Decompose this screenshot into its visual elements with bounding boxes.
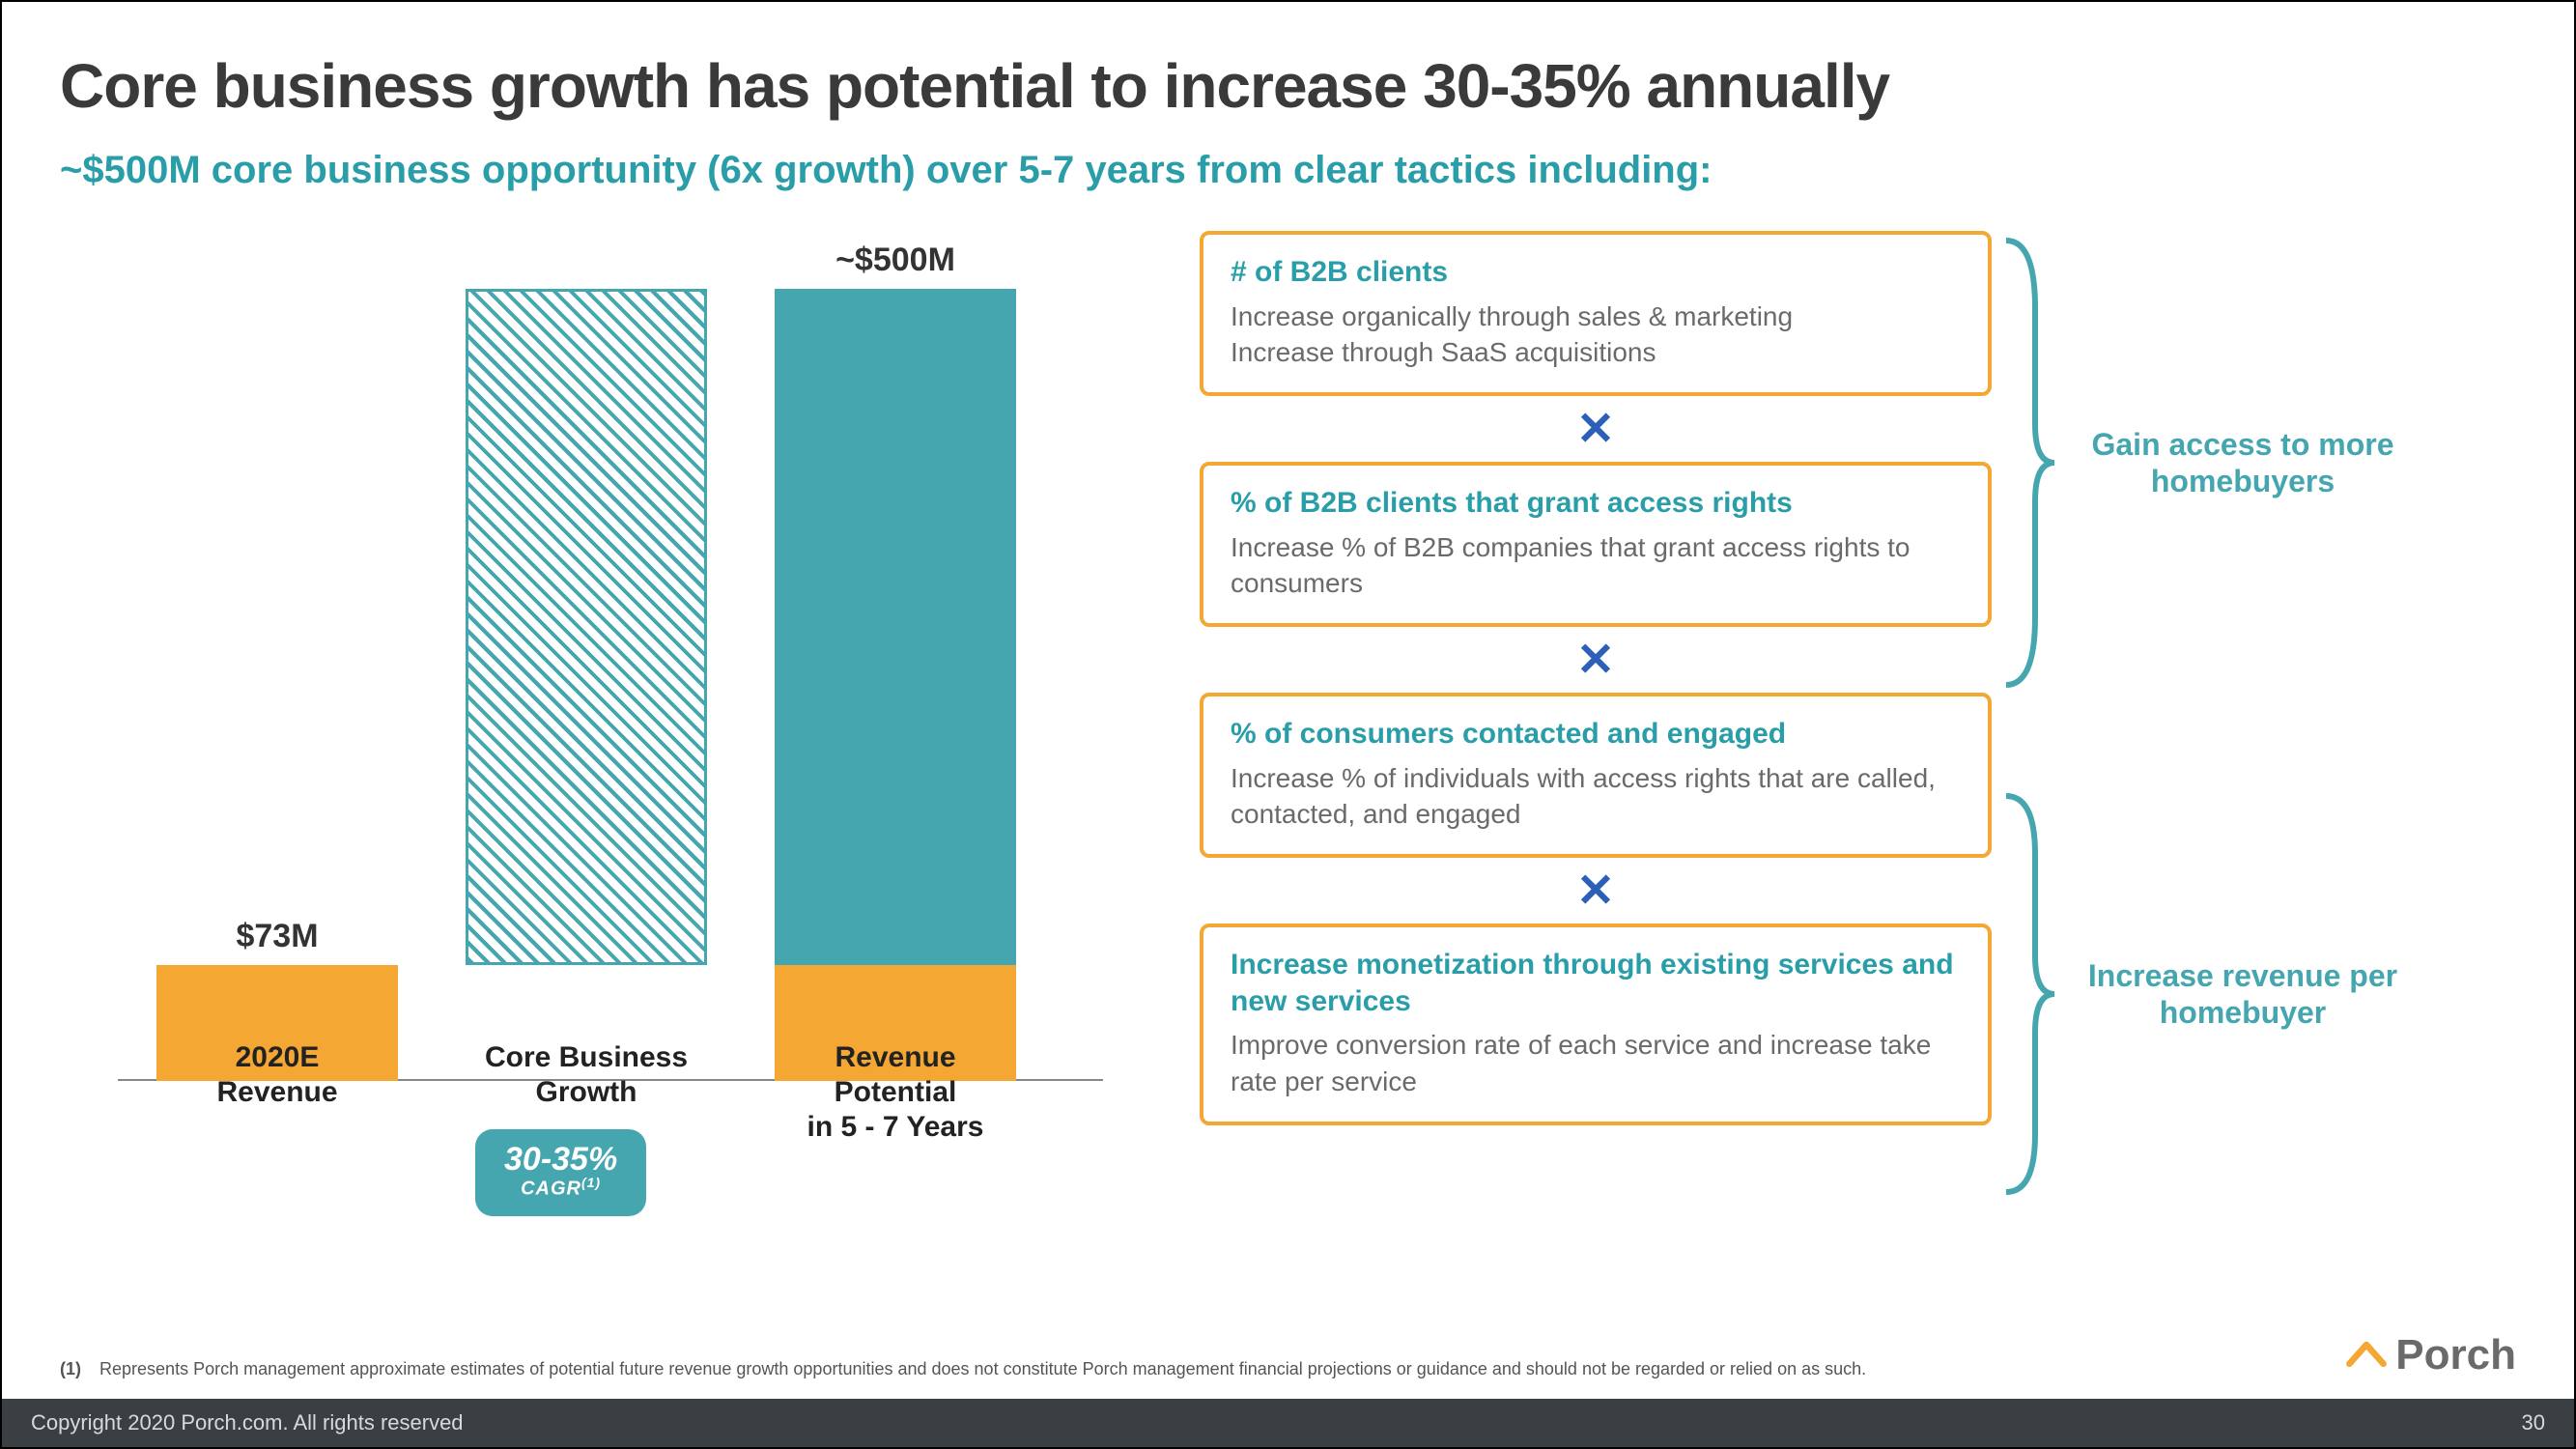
content-row: $73M 2020ERevenue Core BusinessGrowth ~$500… xyxy=(60,231,2516,1255)
bar-segment xyxy=(466,289,707,965)
bar-body xyxy=(466,289,707,965)
tactic-box: % of B2B clients that grant access right… xyxy=(1200,462,1992,627)
bar-growth xyxy=(466,289,707,1081)
bar-potential: ~$500M xyxy=(775,242,1016,1081)
logo-text: Porch xyxy=(2395,1331,2516,1379)
brace-icon xyxy=(2001,786,2059,1202)
tactic-box-title: Increase monetization through existing s… xyxy=(1231,947,1961,1019)
copyright-text: Copyright 2020 Porch.com. All rights res… xyxy=(31,1410,464,1435)
brace-group-top: Gain access to more homebuyers xyxy=(2001,231,2407,695)
tactic-box-title: % of consumers contacted and engaged xyxy=(1231,716,1961,753)
slide: Core business growth has potential to in… xyxy=(2,2,2574,1447)
footnote-text: Represents Porch management approximate … xyxy=(99,1359,1866,1378)
brace-label-bottom: Increase revenue per homebuyer xyxy=(2079,957,2407,1032)
x-axis-label: Revenue Potentialin 5 - 7 Years xyxy=(775,1040,1016,1145)
multiply-icon: ✕ xyxy=(1200,633,1992,687)
brace-group-bottom: Increase revenue per homebuyer xyxy=(2001,786,2407,1202)
bar-chart: $73M2020ERevenueCore BusinessGrowth~$500… xyxy=(60,231,1142,1081)
bar-top-label: ~$500M xyxy=(835,242,955,279)
tactic-box: Increase monetization through existing s… xyxy=(1200,923,1992,1125)
tactic-box-body: Increase organically through sales & mar… xyxy=(1231,298,1961,372)
bar-top-label: $73M xyxy=(236,918,318,955)
tactic-box: # of B2B clients Increase organically thr… xyxy=(1200,231,1992,396)
slide-title: Core business growth has potential to in… xyxy=(60,50,2516,122)
x-axis-label: Core BusinessGrowth xyxy=(466,1040,707,1110)
tactic-box-body: Increase % of individuals with access ri… xyxy=(1231,760,1961,834)
chart-column: $73M 2020ERevenue Core BusinessGrowth ~$500… xyxy=(60,231,1142,1255)
bar-segment xyxy=(775,289,1016,965)
slide-subtitle: ~$500M core business opportunity (6x gro… xyxy=(60,149,2516,192)
tactic-box-title: % of B2B clients that grant access right… xyxy=(1231,485,1961,522)
tactics-column: # of B2B clients Increase organically thr… xyxy=(1142,231,2516,1255)
cagr-value: 30-35% xyxy=(504,1143,617,1176)
tactic-box-body: Increase % of B2B companies that grant a… xyxy=(1231,529,1961,603)
footnote: (1) Represents Porch management approxim… xyxy=(60,1359,2188,1379)
multiply-icon: ✕ xyxy=(1200,864,1992,918)
cagr-badge: 30-35%CAGR(1) xyxy=(475,1129,646,1216)
bar-body xyxy=(775,289,1016,1081)
brace-icon xyxy=(2001,231,2059,695)
brace-label-top: Gain access to more homebuyers xyxy=(2079,426,2407,500)
tactic-box-body: Improve conversion rate of each service … xyxy=(1231,1027,1961,1100)
cagr-label: CAGR(1) xyxy=(504,1176,617,1199)
tactic-box-list: # of B2B clients Increase organically thr… xyxy=(1200,231,1992,1125)
porch-logo: Porch xyxy=(2345,1331,2516,1379)
page-number: 30 xyxy=(2522,1410,2545,1435)
porch-roof-icon xyxy=(2345,1334,2388,1377)
tactic-box-title: # of B2B clients xyxy=(1231,254,1961,291)
copyright-bar: Copyright 2020 Porch.com. All rights res… xyxy=(2,1399,2574,1447)
x-axis-label: 2020ERevenue xyxy=(156,1040,398,1110)
multiply-icon: ✕ xyxy=(1200,402,1992,456)
footnote-number: (1) xyxy=(60,1359,81,1378)
tactic-box: % of consumers contacted and engaged Incr… xyxy=(1200,693,1992,858)
